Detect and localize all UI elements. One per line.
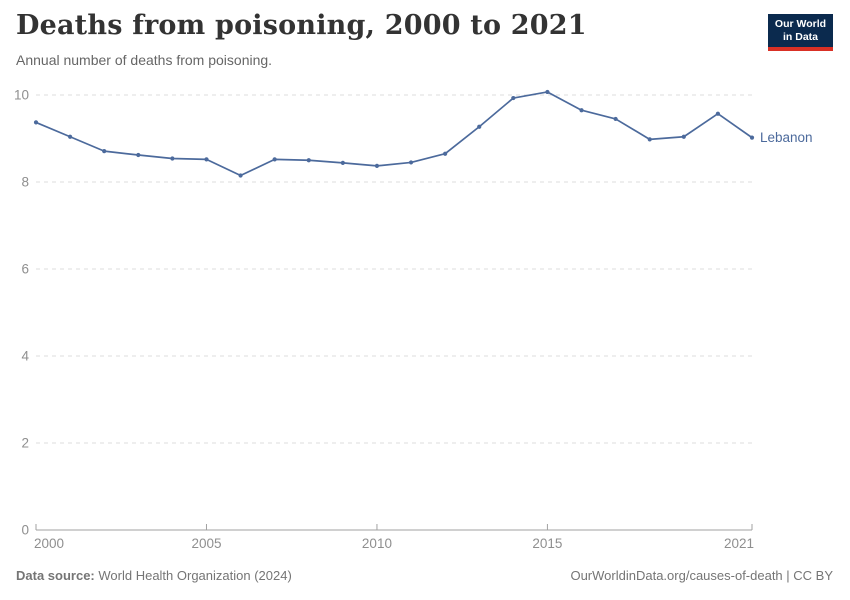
data-point[interactable] [340, 160, 345, 165]
owid-logo-line1: Our World [774, 18, 827, 30]
page-title: Deaths from poisoning, 2000 to 2021 [16, 10, 587, 41]
data-point[interactable] [545, 89, 550, 95]
y-axis-tick-label: 2 [21, 436, 29, 451]
series-line-lebanon[interactable] [35, 91, 753, 177]
y-axis-tick-label: 6 [21, 262, 29, 277]
data-source-label: Data source: [16, 568, 95, 583]
x-axis-tick-label: 2000 [34, 536, 64, 551]
owid-logo[interactable]: Our World in Data [768, 14, 833, 51]
data-point[interactable] [238, 173, 243, 178]
data-point[interactable] [477, 124, 482, 129]
y-axis-tick-label: 4 [21, 349, 29, 364]
data-point[interactable] [749, 135, 755, 140]
y-axis-tick-label: 0 [21, 523, 29, 538]
data-point[interactable] [443, 151, 448, 156]
x-axis-tick-label: 2015 [532, 536, 562, 551]
credit-link[interactable]: OurWorldinData.org/causes-of-death | CC … [570, 568, 833, 583]
data-point[interactable] [67, 134, 73, 139]
data-point[interactable] [613, 116, 618, 122]
data-point[interactable] [136, 152, 141, 158]
owid-logo-line2: in Data [782, 31, 818, 43]
data-source-value: World Health Organization (2024) [98, 568, 292, 583]
data-point[interactable] [681, 134, 686, 139]
y-axis-tick-label: 8 [21, 175, 29, 190]
data-point[interactable] [647, 137, 652, 142]
data-point[interactable] [170, 156, 175, 161]
series-label[interactable]: Lebanon [760, 130, 813, 145]
data-point[interactable] [204, 157, 209, 162]
data-point[interactable] [579, 108, 584, 113]
data-point[interactable] [715, 111, 721, 116]
data-point[interactable] [306, 158, 311, 163]
x-axis-tick-label: 2021 [724, 536, 754, 551]
chart-footer: Data source: World Health Organization (… [16, 568, 833, 583]
x-axis-tick-label: 2005 [191, 536, 221, 551]
data-point[interactable] [102, 149, 107, 154]
data-point[interactable] [272, 157, 277, 162]
x-axis-tick-label: 2010 [362, 536, 392, 551]
y-axis-tick-label: 10 [14, 88, 29, 103]
data-point[interactable] [33, 120, 39, 125]
data-source: Data source: World Health Organization (… [16, 568, 292, 583]
data-point[interactable] [408, 160, 414, 165]
data-point[interactable] [511, 95, 516, 101]
data-point[interactable] [374, 163, 380, 169]
page-subtitle: Annual number of deaths from poisoning. [16, 52, 273, 68]
